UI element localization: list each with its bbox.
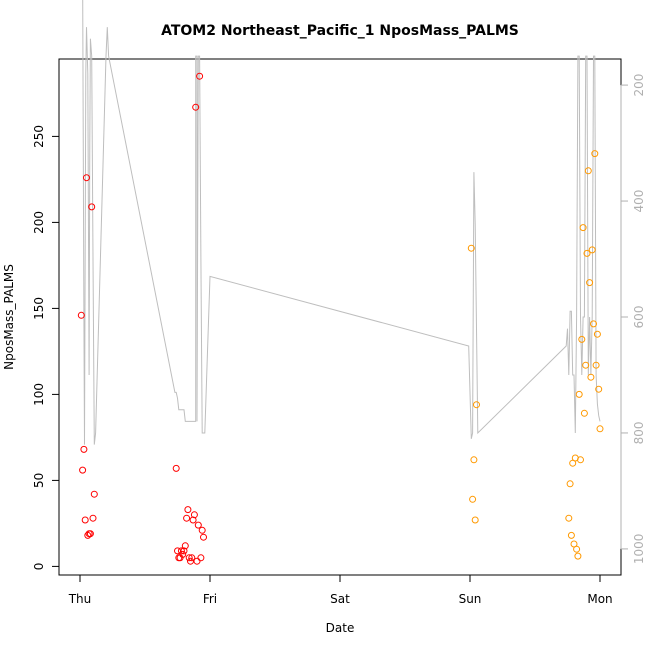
y-tick-label: 200 — [32, 211, 46, 234]
data-point-series-2 — [596, 425, 604, 433]
data-point-series-2 — [575, 390, 583, 398]
data-point-series-1 — [193, 557, 201, 565]
data-point-series-2 — [473, 401, 480, 409]
data-point-series-2 — [582, 361, 590, 369]
data-point-series-2 — [595, 385, 603, 393]
data-point-series-2 — [579, 224, 587, 232]
y-tick-label: 0 — [32, 563, 46, 571]
y-tick-label: 100 — [32, 383, 46, 406]
data-point-series-2 — [583, 249, 591, 257]
chart-title: ATOM2 Northeast_Pacific_1 NposMass_PALMS — [161, 23, 519, 39]
data-point-series-2 — [580, 409, 588, 417]
altitude-line-layer — [82, 0, 601, 445]
data-point-series-2 — [470, 456, 478, 464]
data-point-series-1 — [200, 533, 207, 541]
data-point-series-1 — [172, 464, 180, 472]
data-point-series-2 — [577, 456, 584, 464]
secondary-y-tick-label: 200 — [632, 74, 646, 97]
plot-frame — [58, 58, 622, 576]
data-point-series-1 — [188, 554, 196, 562]
data-point-series-2 — [573, 545, 581, 553]
data-point-series-1 — [197, 554, 205, 562]
data-point-series-1 — [180, 547, 188, 555]
x-axis-title: Date — [326, 621, 355, 635]
y-tick-label: 150 — [32, 297, 46, 320]
x-tick-label: Mon — [587, 592, 612, 606]
data-point-series-1 — [192, 103, 200, 111]
data-point-series-1 — [189, 516, 197, 524]
secondary-y-tick-label: 400 — [632, 190, 646, 213]
data-point-series-2 — [467, 244, 475, 252]
data-point-series-2 — [592, 361, 600, 369]
data-point-series-2 — [588, 246, 596, 254]
data-point-series-1 — [177, 547, 185, 555]
data-point-series-2 — [584, 167, 592, 175]
data-point-series-2 — [591, 150, 599, 158]
data-point-series-1 — [86, 530, 94, 538]
data-point-series-2 — [587, 373, 595, 381]
data-point-series-1 — [80, 445, 88, 453]
data-point-series-2 — [590, 320, 597, 328]
data-point-series-1 — [183, 514, 191, 522]
x-tick-label: Sat — [330, 592, 350, 606]
data-point-series-2 — [567, 531, 575, 539]
data-point-series-1 — [194, 521, 202, 529]
x-tick-label: Fri — [203, 592, 217, 606]
secondary-y-tick-label: 1000 — [632, 534, 646, 565]
data-point-series-1 — [88, 203, 96, 211]
data-point-series-2 — [469, 495, 477, 503]
data-point-series-1 — [184, 506, 192, 514]
data-point-series-1 — [81, 516, 89, 524]
data-point-series-2 — [566, 480, 574, 488]
data-point-series-1 — [185, 554, 193, 562]
data-point-series-2 — [565, 514, 573, 522]
data-points-layer — [77, 72, 604, 565]
y-tick-label: 50 — [32, 473, 46, 488]
secondary-y-axis: 200 400 600 800 1000 — [620, 74, 646, 565]
data-point-series-1 — [190, 511, 198, 519]
data-point-series-1 — [89, 514, 97, 522]
data-point-series-2 — [471, 516, 479, 524]
data-point-series-1 — [79, 466, 87, 474]
y-axis: 0 50 100 150 200 250 — [32, 125, 60, 571]
data-point-series-1 — [196, 72, 204, 80]
x-tick-label: Thu — [68, 592, 92, 606]
data-point-series-2 — [574, 552, 582, 560]
data-point-series-1 — [181, 542, 189, 550]
secondary-y-tick-label: 600 — [632, 306, 646, 329]
data-point-series-1 — [179, 550, 187, 558]
data-point-series-2 — [593, 330, 601, 338]
x-tick-label: Sun — [459, 592, 482, 606]
secondary-y-tick-label: 800 — [632, 422, 646, 445]
x-axis: Thu Fri Sat Sun Mon — [68, 574, 613, 606]
data-point-series-1 — [198, 526, 206, 534]
data-point-series-1 — [77, 311, 85, 319]
y-tick-label: 250 — [32, 125, 46, 148]
altitude-line — [82, 0, 601, 445]
data-point-series-1 — [83, 174, 90, 182]
y-axis-title: NposMass_PALMS — [2, 264, 16, 370]
data-point-series-1 — [90, 490, 98, 498]
data-point-series-2 — [586, 279, 594, 287]
data-point-series-2 — [578, 335, 586, 343]
